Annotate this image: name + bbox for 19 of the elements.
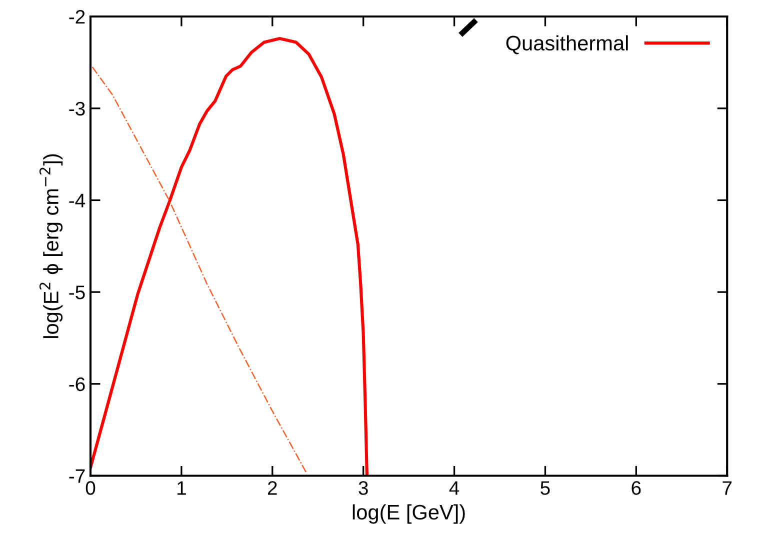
x-tick-label: 0 (86, 481, 96, 495)
y-tick-label: -7 (69, 469, 85, 483)
x-axis-title: log(E [GeV]) (352, 504, 465, 524)
y-tick-label: -6 (69, 377, 85, 392)
y-tick-label: -5 (69, 286, 85, 300)
x-tick-label: 2 (268, 481, 277, 495)
x-tick-label: 4 (449, 481, 460, 495)
line-series (92, 66, 308, 475)
x-tick-label: 6 (632, 481, 641, 495)
y-tick-label: -2 (69, 10, 85, 24)
x-tick-label: 7 (722, 481, 732, 495)
x-tick-label: 1 (178, 481, 186, 495)
x-tick-label: 5 (540, 481, 550, 495)
legend-label: Quasithermal (506, 35, 628, 54)
x-tick-label: 3 (358, 481, 368, 495)
y-axis-title: log(E$^{2}$ ϕ [erg cm$^{−2}$]) (39, 154, 63, 338)
line-series (90, 37, 369, 476)
y-tick-label: -3 (69, 102, 85, 116)
y-tick-label: -4 (69, 194, 86, 208)
